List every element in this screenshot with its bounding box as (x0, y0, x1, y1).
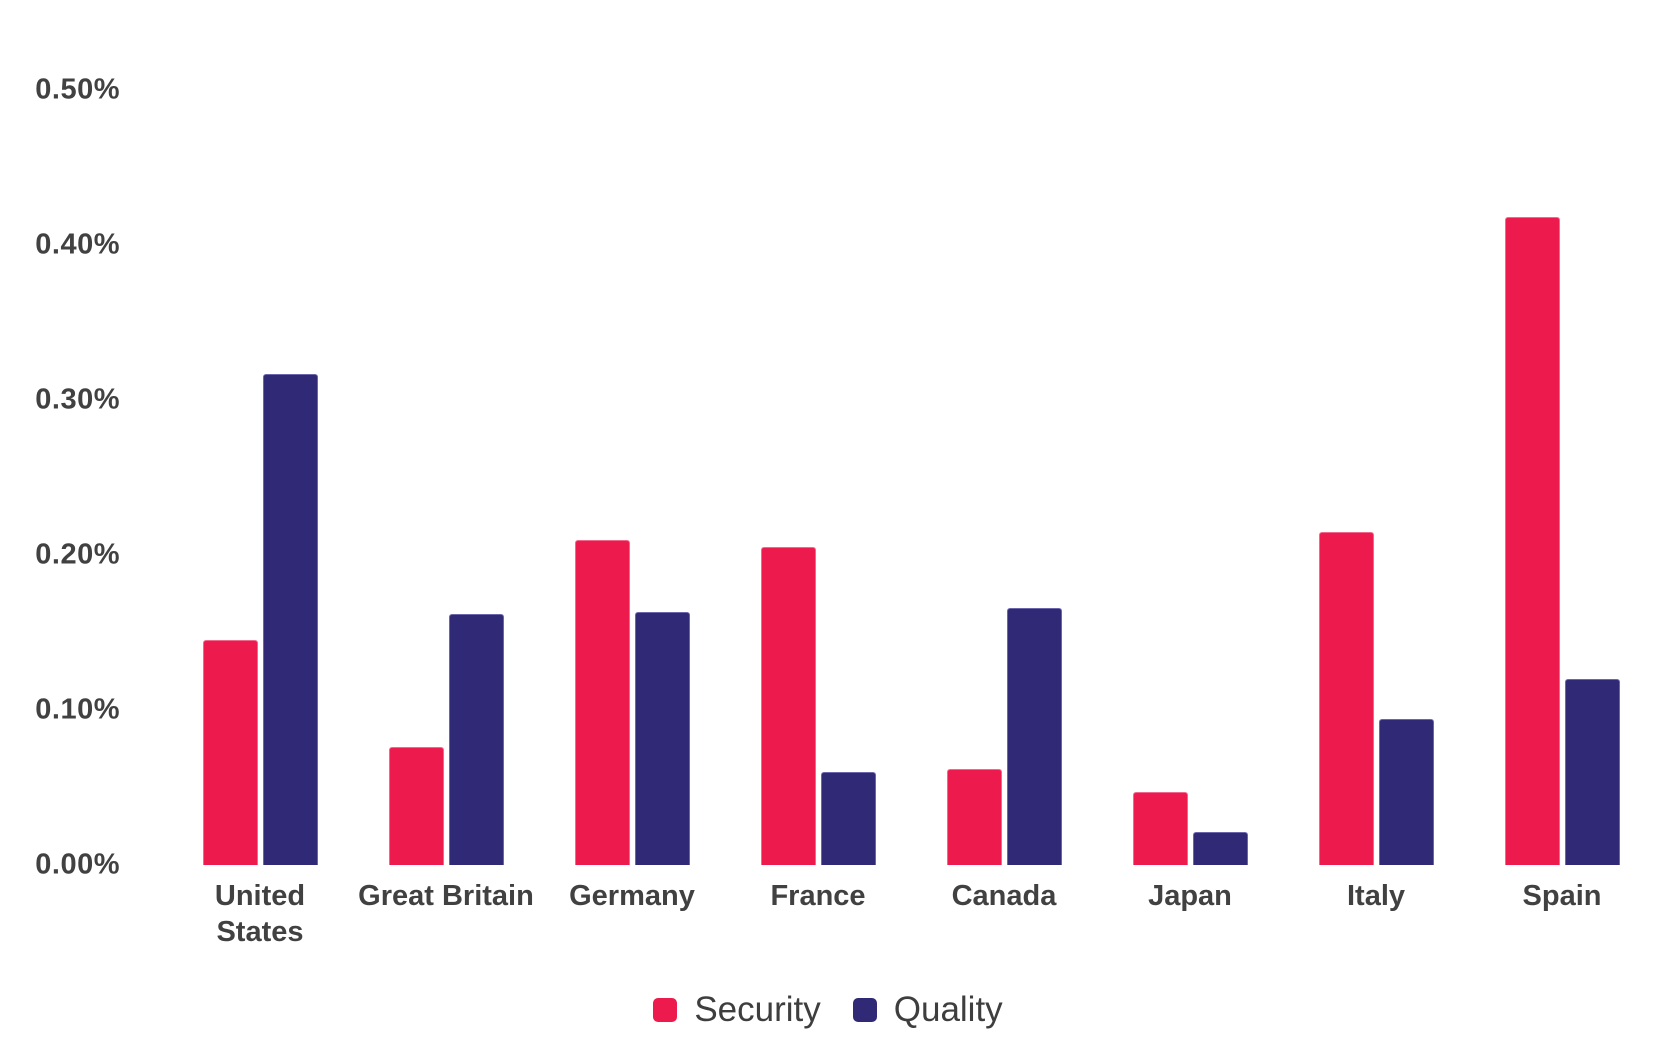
x-tick-label-japan: Japan (1097, 878, 1283, 951)
bar-group-japan (1097, 90, 1283, 865)
bar-security-united-states (202, 640, 258, 865)
x-tick-label-germany: Germany (539, 878, 725, 951)
x-axis: United States Great Britain Germany France Ca… (167, 878, 1655, 951)
x-tick-label-canada: Canada (911, 878, 1097, 951)
x-tick-label-line: Germany (569, 880, 695, 912)
x-tick-label-line: Spain (1522, 880, 1602, 912)
x-tick-label-line: United (214, 880, 306, 912)
bar-security-germany (574, 539, 630, 865)
x-tick-label-italy: Italy (1283, 878, 1469, 951)
bar-group-great-britain (353, 90, 539, 865)
bar-quality-great-britain (448, 613, 504, 865)
y-tick-label: 0.50% (35, 73, 120, 106)
legend-label-security: Security (694, 990, 821, 1029)
bar-quality-canada (1006, 607, 1062, 865)
bar-quality-france (820, 772, 876, 865)
bar-security-japan (1132, 792, 1188, 865)
bar-security-france (760, 547, 816, 865)
bar-security-canada (946, 768, 1002, 865)
bar-group-italy (1283, 90, 1469, 865)
bar-group-canada (911, 90, 1097, 865)
x-tick-label-spain: Spain (1469, 878, 1655, 951)
x-tick-label-line: Canada (951, 880, 1057, 912)
bar-group-germany (539, 90, 725, 865)
y-tick-label: 0.10% (35, 693, 120, 726)
bar-quality-japan (1192, 832, 1248, 865)
bar-group-united-states (167, 90, 353, 865)
y-axis: 0.00% 0.10% 0.20% 0.30% 0.40% 0.50% (0, 0, 122, 1058)
bar-quality-spain (1564, 679, 1620, 865)
y-tick-label: 0.40% (35, 228, 120, 261)
x-tick-label-united-states: United States (167, 878, 353, 951)
x-tick-label-great-britain: Great Britain (353, 878, 539, 951)
x-tick-label-line: Japan (1148, 880, 1232, 912)
bar-security-great-britain (388, 747, 444, 865)
x-tick-label-line: France (770, 880, 866, 912)
bar-quality-united-states (262, 373, 318, 865)
bar-security-italy (1318, 531, 1374, 865)
x-tick-label-line: Great Britain (358, 880, 534, 912)
bar-group-spain (1469, 90, 1655, 865)
bar-quality-italy (1378, 719, 1434, 865)
y-tick-label: 0.20% (35, 538, 120, 571)
legend-item-security: Security (653, 990, 821, 1030)
plot-area (167, 90, 1655, 865)
bar-quality-germany (634, 612, 690, 865)
x-tick-label-line: Italy (1346, 880, 1406, 912)
bar-group-france (725, 90, 911, 865)
y-tick-label: 0.30% (35, 383, 120, 416)
legend-swatch-quality (852, 998, 877, 1022)
y-tick-label: 0.00% (35, 848, 120, 881)
bar-security-spain (1504, 217, 1560, 865)
legend-item-quality: Quality (852, 990, 1003, 1030)
x-tick-label-france: France (725, 878, 911, 951)
legend-swatch-security (653, 998, 678, 1022)
x-tick-label-line: States (216, 916, 304, 949)
legend-label-quality: Quality (893, 990, 1003, 1029)
legend: Security Quality (0, 990, 1656, 1030)
